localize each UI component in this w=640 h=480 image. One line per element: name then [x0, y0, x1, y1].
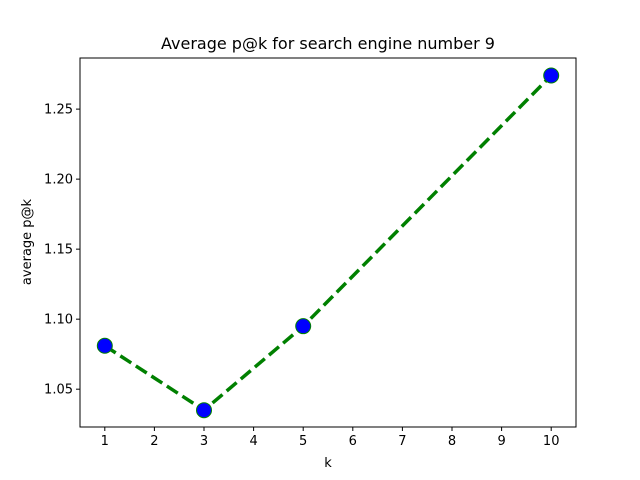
x-tick-label: 8 [448, 434, 456, 449]
x-tick-label: 6 [349, 434, 357, 449]
x-axis-ticks: 1 2 3 4 5 6 7 8 9 10 [101, 427, 560, 449]
y-tick-label: 1.25 [44, 103, 73, 118]
y-tick-label: 1.10 [44, 313, 73, 328]
series-layer [96, 67, 560, 419]
y-axis-ticks: 1.05 1.10 1.15 1.20 1.25 [44, 103, 80, 398]
data-point [543, 67, 560, 84]
x-axis-label: k [324, 456, 332, 471]
x-tick-label: 3 [200, 434, 208, 449]
y-tick-label: 1.20 [44, 173, 73, 188]
x-tick-label: 10 [543, 434, 560, 449]
x-tick-label: 4 [249, 434, 257, 449]
data-point [196, 402, 212, 419]
y-axis-label: average p@k [20, 198, 35, 285]
chart-title: Average p@k for search engine number 9 [161, 34, 495, 53]
x-tick-label: 7 [398, 434, 406, 449]
x-tick-label: 1 [101, 434, 109, 449]
data-point [295, 318, 312, 335]
x-tick-label: 2 [150, 434, 158, 449]
data-point [96, 337, 113, 354]
y-tick-label: 1.05 [44, 383, 73, 398]
x-tick-label: 5 [299, 434, 307, 449]
y-tick-label: 1.15 [44, 243, 73, 258]
series-line [103, 74, 553, 412]
x-tick-label: 9 [497, 434, 505, 449]
plot-area-frame [79, 57, 577, 428]
